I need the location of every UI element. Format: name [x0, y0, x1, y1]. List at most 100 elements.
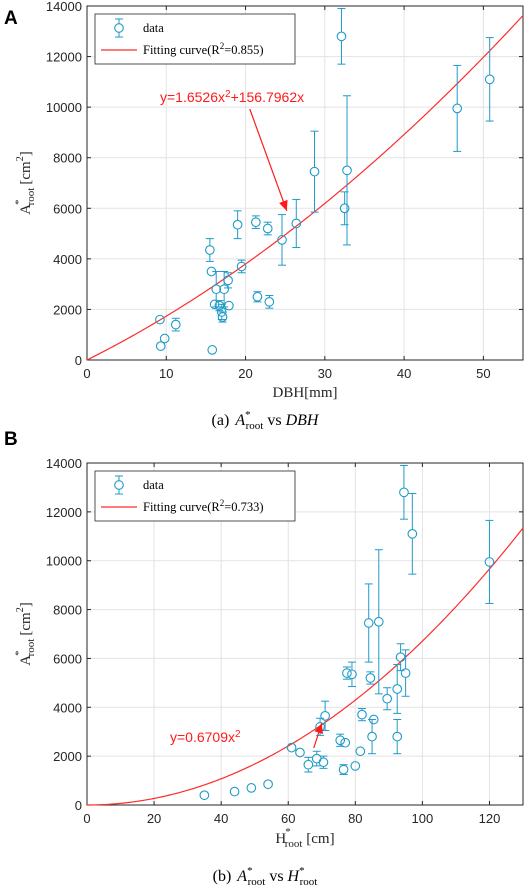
x-axis-label: H* root [cm]	[275, 826, 334, 850]
marker-circle	[229, 786, 240, 797]
caption-sup: *	[245, 409, 251, 421]
x-tick-label: 30	[318, 366, 332, 381]
caption-second: DBH	[285, 412, 320, 429]
caption-main: A	[236, 868, 247, 885]
x-tick-label: 100	[412, 811, 434, 826]
data-point	[291, 198, 302, 248]
data-point	[199, 790, 210, 801]
marker-circle	[318, 757, 329, 768]
marker-circle	[286, 742, 297, 753]
data-point	[395, 643, 406, 672]
data-point	[347, 661, 357, 688]
y-tick-label: 6000	[53, 651, 82, 666]
data-point	[170, 317, 181, 332]
figure-caption: (b) A* root vs H* root	[213, 865, 318, 888]
marker-circle	[232, 219, 243, 230]
data-point	[277, 214, 287, 266]
equation-rest: +156.7962x	[231, 89, 305, 105]
panel-letter: A	[4, 8, 18, 29]
marker-circle	[335, 735, 346, 746]
legend-label-fit: Fitting curve(R2=0.855)	[143, 41, 264, 57]
marker-circle	[224, 300, 234, 311]
fitting-curve	[86, 15, 524, 361]
data-point	[207, 345, 218, 355]
equation-text: y=0.6709x	[170, 729, 235, 745]
marker-circle	[199, 790, 210, 801]
x-tick-label: 40	[214, 811, 228, 826]
data-point	[224, 300, 234, 311]
data-point	[286, 742, 297, 753]
legend-label-fit: Fitting curve(R2=0.733)	[143, 498, 264, 514]
data-point	[303, 756, 314, 773]
legend-fit-suffix: =0.733)	[224, 500, 263, 514]
data-point	[217, 311, 228, 323]
marker-circle	[392, 731, 403, 742]
xlabel-unit: [cm]	[303, 831, 335, 847]
marker-circle	[342, 165, 352, 176]
x-tick-label: 50	[476, 366, 490, 381]
marker-circle	[355, 746, 366, 757]
y-tick-label: 2000	[53, 302, 82, 317]
caption-second-sub: root	[300, 876, 318, 888]
marker-circle	[484, 557, 495, 567]
axes-box	[86, 462, 524, 806]
x-tick-label: 60	[281, 811, 295, 826]
data-point	[340, 737, 351, 748]
data-point	[363, 583, 374, 663]
marker-circle	[399, 487, 409, 498]
legend-label-data: data	[143, 478, 164, 492]
data-point	[338, 764, 349, 775]
marker-circle	[365, 673, 376, 683]
data-point	[335, 733, 346, 747]
data-point	[252, 291, 263, 303]
x-tick-label: 120	[479, 811, 501, 826]
ylabel-unit-end: ]	[18, 602, 34, 607]
marker-circle	[252, 291, 263, 302]
marker-circle	[303, 759, 314, 770]
marker-circle	[342, 668, 352, 678]
y-tick-label: 2000	[53, 749, 82, 764]
marker-circle	[246, 783, 257, 793]
fit-equation-annotation: y=1.6526x2+156.7962x	[160, 89, 304, 106]
data-point	[155, 341, 166, 351]
data-point	[318, 755, 329, 769]
marker-circle	[336, 31, 347, 42]
data-point	[342, 95, 352, 246]
marker-circle	[155, 314, 165, 325]
y-tick-label: 6000	[53, 201, 82, 216]
legend-marker-icon	[114, 23, 124, 33]
marker-circle	[484, 74, 495, 85]
data-point	[373, 549, 384, 695]
marker-circle	[340, 737, 351, 748]
legend-fit-prefix: Fitting curve(R	[143, 43, 220, 57]
data-point	[229, 786, 240, 797]
data-point	[262, 221, 273, 236]
data-point	[223, 272, 233, 289]
x-tick-label: 20	[147, 811, 161, 826]
ylabel-sup: *	[13, 650, 25, 656]
legend-label-data: data	[143, 21, 164, 35]
data-point	[399, 464, 409, 520]
marker-circle	[320, 710, 330, 721]
equation-sup: 2	[225, 89, 231, 100]
data-point	[392, 719, 403, 755]
y-tick-label: 0	[75, 798, 82, 813]
data-point	[365, 671, 376, 685]
data-point	[236, 259, 247, 274]
caption-sub: root	[248, 876, 266, 888]
x-tick-label: 80	[348, 811, 362, 826]
caption-second: H	[287, 868, 301, 885]
x-tick-label: 40	[397, 366, 411, 381]
marker-circle	[159, 333, 170, 344]
marker-circle	[205, 245, 215, 255]
legend: data Fitting curve(R2=0.855)	[94, 13, 296, 65]
x-tick-label: 20	[238, 366, 252, 381]
marker-circle	[309, 166, 320, 177]
chart-panel-a: A 0 10 20 30 40 50 0 2000 4000 6000 8000 10000 12000 1…	[4, 0, 524, 432]
marker-circle	[357, 709, 367, 720]
y-tick-label: 8000	[53, 603, 82, 618]
marker-circle	[347, 669, 357, 680]
marker-circle	[400, 668, 411, 678]
marker-circle	[367, 731, 377, 742]
data-point	[382, 687, 393, 711]
